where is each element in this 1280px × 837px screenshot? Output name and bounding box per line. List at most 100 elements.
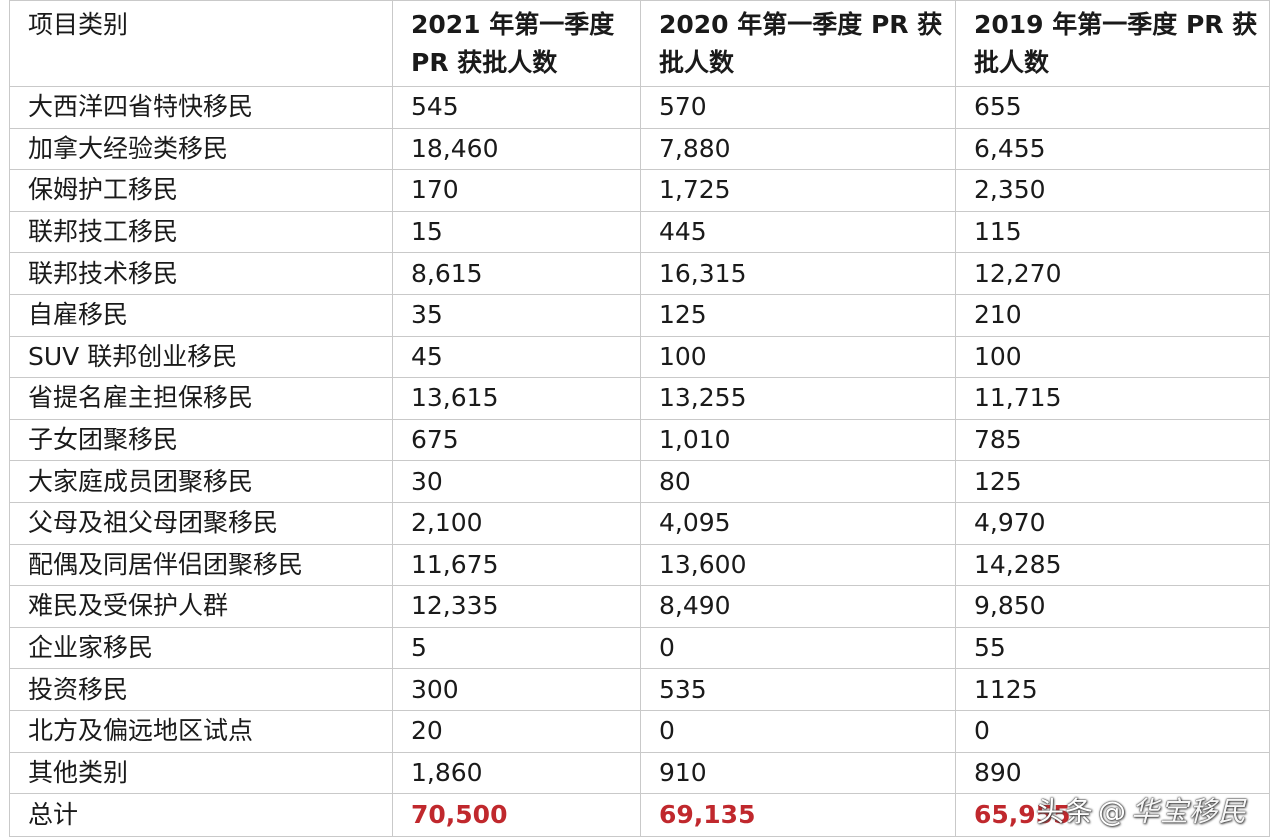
cell-value-2021: 12,335 xyxy=(392,585,641,628)
cell-value-2019: 125 xyxy=(955,460,1270,503)
cell-value-2020: 13,255 xyxy=(640,377,956,420)
cell-category: 大西洋四省特快移民 xyxy=(9,86,393,129)
cell-category: 联邦技术移民 xyxy=(9,252,393,295)
cell-value-2020: 16,315 xyxy=(640,252,956,295)
header-category: 项目类别 xyxy=(9,0,393,87)
table-body: 大西洋四省特快移民 545 570 655 加拿大经验类移民 18,460 7,880 6,4… xyxy=(9,86,1270,837)
cell-value-2019: 6,455 xyxy=(955,127,1270,171)
cell-category: 其他类别 xyxy=(9,751,393,795)
table-row: 难民及受保护人群 12,335 8,490 9,850 xyxy=(9,585,1270,628)
cell-category: 省提名雇主担保移民 xyxy=(9,377,393,420)
header-2019-q1: 2019 年第一季度 PR 获批人数 xyxy=(955,0,1270,87)
cell-value-2019: 655 xyxy=(955,86,1270,129)
cell-value-2019: 0 xyxy=(955,709,1270,753)
header-2021-q1: 2021 年第一季度 PR 获批人数 xyxy=(392,0,641,87)
cell-value-2019: 4,970 xyxy=(955,501,1270,545)
cell-category: 大家庭成员团聚移民 xyxy=(9,460,393,503)
cell-value-2021: 545 xyxy=(392,86,641,129)
watermark-at: @ xyxy=(1097,795,1127,828)
cell-category: 企业家移民 xyxy=(9,626,393,670)
cell-value-2020: 7,880 xyxy=(640,127,956,171)
cell-category: 难民及受保护人群 xyxy=(9,585,393,628)
cell-category: 自雇移民 xyxy=(9,293,393,337)
total-value-2021: 70,500 xyxy=(392,793,641,837)
table-row: 加拿大经验类移民 18,460 7,880 6,455 xyxy=(9,127,1270,171)
cell-value-2021: 5 xyxy=(392,626,641,670)
cell-value-2021: 45 xyxy=(392,335,641,379)
table-row: 省提名雇主担保移民 13,615 13,255 11,715 xyxy=(9,377,1270,420)
cell-category: SUV 联邦创业移民 xyxy=(9,335,393,379)
cell-category: 配偶及同居伴侣团聚移民 xyxy=(9,543,393,587)
cell-value-2021: 18,460 xyxy=(392,127,641,171)
cell-value-2019: 100 xyxy=(955,335,1270,379)
cell-category: 父母及祖父母团聚移民 xyxy=(9,501,393,545)
cell-value-2019: 2,350 xyxy=(955,169,1270,212)
cell-value-2019: 115 xyxy=(955,210,1270,254)
table-row: 企业家移民 5 0 55 xyxy=(9,626,1270,670)
cell-value-2020: 125 xyxy=(640,293,956,337)
cell-value-2019: 11,715 xyxy=(955,377,1270,420)
cell-value-2020: 0 xyxy=(640,626,956,670)
cell-category: 子女团聚移民 xyxy=(9,418,393,462)
cell-value-2021: 300 xyxy=(392,668,641,711)
cell-value-2021: 30 xyxy=(392,460,641,503)
cell-value-2021: 35 xyxy=(392,293,641,337)
cell-value-2019: 9,850 xyxy=(955,585,1270,628)
cell-value-2021: 1,860 xyxy=(392,751,641,795)
cell-value-2020: 0 xyxy=(640,709,956,753)
table-header-row: 项目类别 2021 年第一季度 PR 获批人数 2020 年第一季度 PR 获批… xyxy=(9,0,1270,87)
cell-value-2021: 2,100 xyxy=(392,501,641,545)
cell-value-2020: 100 xyxy=(640,335,956,379)
cell-category: 联邦技工移民 xyxy=(9,210,393,254)
cell-value-2019: 1125 xyxy=(955,668,1270,711)
cell-value-2020: 445 xyxy=(640,210,956,254)
watermark-platform: 头条 xyxy=(1035,795,1094,828)
cell-value-2021: 13,615 xyxy=(392,377,641,420)
pr-approvals-table: 项目类别 2021 年第一季度 PR 获批人数 2020 年第一季度 PR 获批… xyxy=(9,0,1270,837)
table-row: 保姆护工移民 170 1,725 2,350 xyxy=(9,169,1270,212)
cell-category: 北方及偏远地区试点 xyxy=(9,709,393,753)
cell-value-2019: 12,270 xyxy=(955,252,1270,295)
cell-value-2019: 785 xyxy=(955,418,1270,462)
cell-value-2021: 8,615 xyxy=(392,252,641,295)
table-row: 父母及祖父母团聚移民 2,100 4,095 4,970 xyxy=(9,501,1270,545)
cell-value-2021: 20 xyxy=(392,709,641,753)
watermark: 头条 @ 华宝移民 xyxy=(1036,790,1247,830)
watermark-brand: 华宝移民 xyxy=(1130,795,1247,828)
table-row: SUV 联邦创业移民 45 100 100 xyxy=(9,335,1270,379)
cell-value-2020: 4,095 xyxy=(640,501,956,545)
table-row: 大家庭成员团聚移民 30 80 125 xyxy=(9,460,1270,503)
table-row: 联邦技术移民 8,615 16,315 12,270 xyxy=(9,252,1270,295)
cell-value-2020: 570 xyxy=(640,86,956,129)
cell-value-2020: 8,490 xyxy=(640,585,956,628)
cell-value-2020: 1,725 xyxy=(640,169,956,212)
total-value-2020: 69,135 xyxy=(640,793,956,837)
cell-value-2020: 1,010 xyxy=(640,418,956,462)
cell-value-2019: 14,285 xyxy=(955,543,1270,587)
cell-value-2019: 210 xyxy=(955,293,1270,337)
table-row: 配偶及同居伴侣团聚移民 11,675 13,600 14,285 xyxy=(9,543,1270,587)
table-row: 大西洋四省特快移民 545 570 655 xyxy=(9,86,1270,129)
cell-value-2021: 11,675 xyxy=(392,543,641,587)
cell-value-2021: 170 xyxy=(392,169,641,212)
table-row: 投资移民 300 535 1125 xyxy=(9,668,1270,711)
cell-category: 投资移民 xyxy=(9,668,393,711)
cell-value-2019: 55 xyxy=(955,626,1270,670)
cell-value-2020: 80 xyxy=(640,460,956,503)
cell-category: 保姆护工移民 xyxy=(9,169,393,212)
cell-value-2020: 13,600 xyxy=(640,543,956,587)
header-2020-q1: 2020 年第一季度 PR 获批人数 xyxy=(640,0,956,87)
table-row: 其他类别 1,860 910 890 xyxy=(9,751,1270,795)
cell-value-2021: 15 xyxy=(392,210,641,254)
immigration-table-sheet: 项目类别 2021 年第一季度 PR 获批人数 2020 年第一季度 PR 获批… xyxy=(9,0,1270,837)
table-row: 北方及偏远地区试点 20 0 0 xyxy=(9,709,1270,753)
cell-value-2020: 910 xyxy=(640,751,956,795)
cell-category: 加拿大经验类移民 xyxy=(9,127,393,171)
cell-value-2019: 890 xyxy=(955,751,1270,795)
table-row: 联邦技工移民 15 445 115 xyxy=(9,210,1270,254)
cell-value-2020: 535 xyxy=(640,668,956,711)
cell-value-2021: 675 xyxy=(392,418,641,462)
total-label: 总计 xyxy=(9,793,393,837)
table-row: 子女团聚移民 675 1,010 785 xyxy=(9,418,1270,462)
table-row: 自雇移民 35 125 210 xyxy=(9,293,1270,337)
